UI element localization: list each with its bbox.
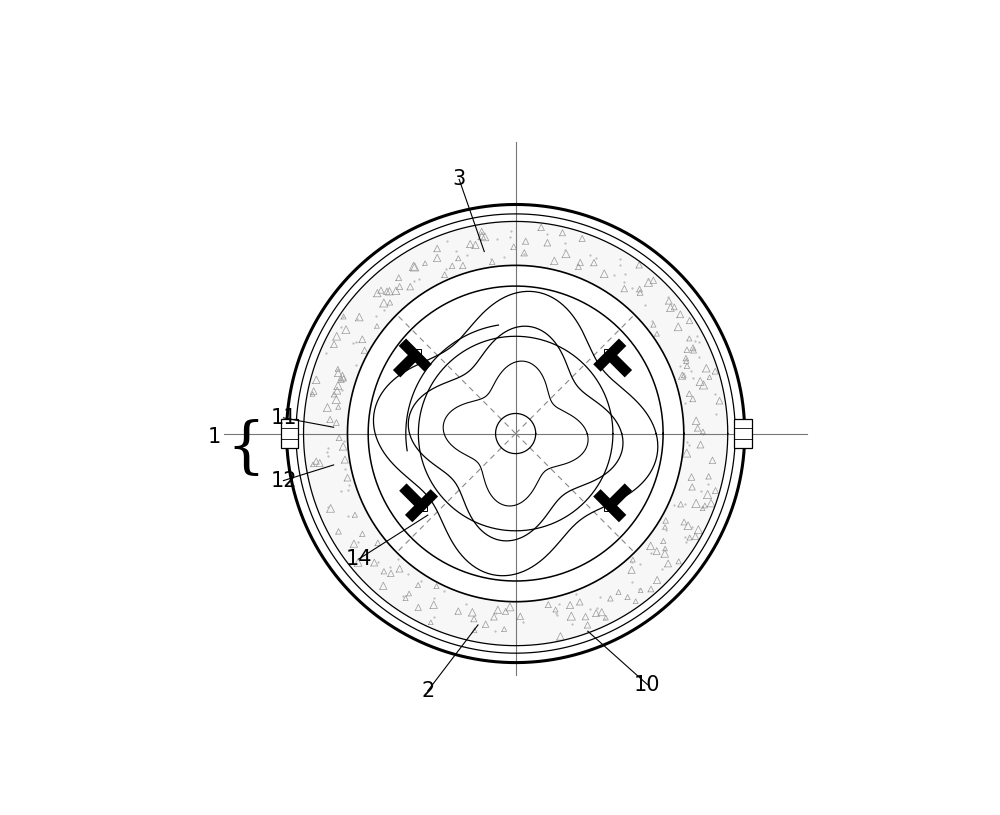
Bar	[281, 420, 298, 447]
Bar	[604, 350, 615, 361]
Bar	[416, 500, 427, 511]
Bar	[604, 500, 615, 511]
Text: {: {	[226, 419, 265, 479]
Text: 12: 12	[270, 470, 297, 491]
Text: 14: 14	[346, 549, 372, 569]
Bar	[734, 420, 752, 447]
Text: 11: 11	[270, 408, 297, 428]
Text: 2: 2	[421, 681, 434, 701]
Text: 1: 1	[208, 427, 221, 447]
Text: 10: 10	[634, 675, 661, 694]
Text: 3: 3	[453, 170, 466, 189]
Bar	[410, 350, 421, 361]
Polygon shape	[304, 222, 728, 645]
